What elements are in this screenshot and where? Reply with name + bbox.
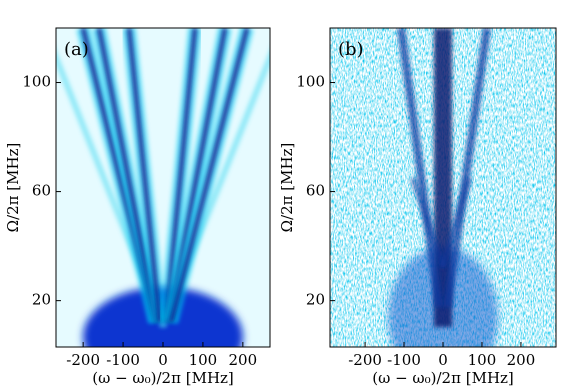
x-tick-label: -100	[106, 351, 140, 369]
y-tick-label: 60	[32, 182, 51, 200]
heatmap-band	[440, 177, 472, 268]
x-tick-label: 100	[468, 351, 497, 369]
x-tick-label: 0	[438, 351, 448, 369]
heatmap-band	[97, 28, 159, 323]
y-tick-label: 100	[22, 73, 51, 91]
heatmap-band	[164, 28, 197, 323]
heatmap-band	[443, 28, 491, 308]
heatmap-band	[410, 177, 446, 268]
y-axis-label: Ω/2π [MHz]	[4, 143, 22, 233]
heatmap	[56, 28, 270, 347]
y-tick-label: 20	[32, 291, 51, 309]
heatmap-band	[127, 28, 162, 323]
heatmap-band	[397, 28, 443, 308]
panel-title: (b)	[338, 39, 364, 60]
x-tick-label: 0	[158, 351, 168, 369]
x-axis-label: (ω − ω₀)/2π [MHz]	[372, 369, 514, 387]
x-tick-label: 200	[229, 351, 258, 369]
x-tick-label: 100	[189, 351, 218, 369]
x-axis-label: (ω − ω₀)/2π [MHz]	[92, 369, 234, 387]
y-tick-label: 100	[296, 73, 325, 91]
x-tick-label: -200	[348, 351, 382, 369]
heatmap	[330, 28, 556, 347]
panel-title: (a)	[64, 39, 89, 60]
heatmap-band	[169, 28, 249, 323]
y-tick-label: 60	[306, 182, 325, 200]
y-axis-label: Ω/2π [MHz]	[278, 143, 296, 233]
x-tick-label: -100	[387, 351, 421, 369]
x-tick-label: -200	[66, 351, 100, 369]
y-tick-label: 20	[306, 291, 325, 309]
x-tick-label: 200	[507, 351, 536, 369]
